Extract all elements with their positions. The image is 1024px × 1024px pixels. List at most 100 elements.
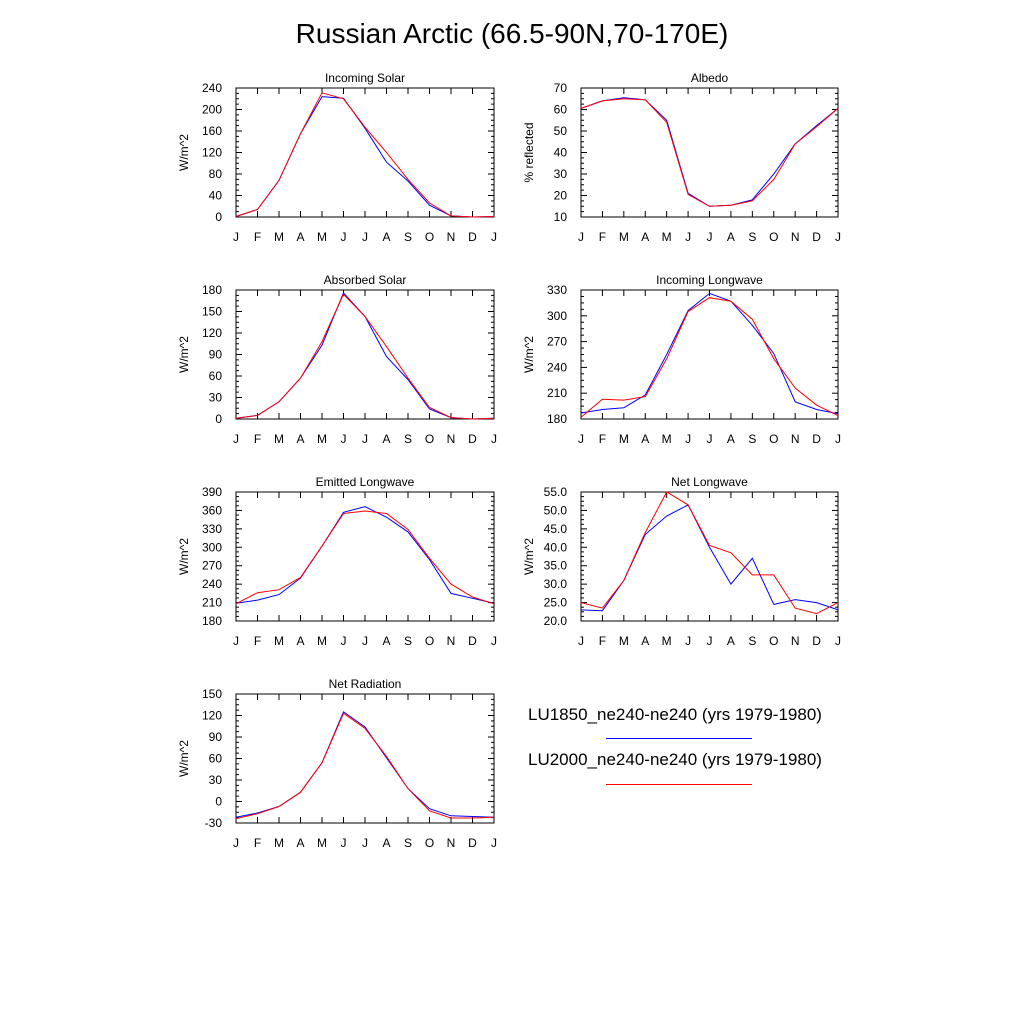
x-tick-label: J <box>233 836 239 850</box>
x-tick-label: J <box>233 634 239 648</box>
x-tick-label: M <box>274 634 284 648</box>
x-tick-label: A <box>641 230 649 244</box>
y-tick-label: 25.0 <box>544 596 568 610</box>
x-tick-label: D <box>468 836 477 850</box>
x-tick-label: J <box>491 836 497 850</box>
y-tick-label: 180 <box>547 412 567 426</box>
x-tick-label: J <box>578 432 584 446</box>
x-tick-label: N <box>791 634 800 648</box>
y-axis-label: W/m^2 <box>522 538 536 575</box>
y-tick-label: 300 <box>202 540 222 554</box>
x-tick-label: S <box>404 432 412 446</box>
y-tick-label: 30 <box>209 773 223 787</box>
y-tick-label: 240 <box>202 81 222 95</box>
x-tick-label: N <box>447 230 456 244</box>
series-line-lu1850 <box>235 711 495 818</box>
series-line-lu2000 <box>580 491 839 615</box>
y-tick-label: 360 <box>202 503 222 517</box>
x-tick-label: J <box>707 230 713 244</box>
plot-frame <box>580 87 839 218</box>
x-tick-label: A <box>382 634 390 648</box>
x-tick-label: A <box>296 230 304 244</box>
x-tick-label: J <box>835 432 841 446</box>
y-tick-label: 60 <box>554 103 568 117</box>
x-tick-label: D <box>812 432 821 446</box>
x-tick-label: O <box>425 634 434 648</box>
x-tick-label: J <box>233 230 239 244</box>
y-tick-label: 300 <box>547 309 567 323</box>
series-line-lu2000 <box>235 712 495 820</box>
x-tick-label: N <box>791 230 800 244</box>
plot-frame <box>235 87 495 218</box>
x-tick-label: A <box>641 432 649 446</box>
x-tick-label: M <box>662 634 672 648</box>
x-tick-label: J <box>491 432 497 446</box>
x-tick-label: O <box>425 230 434 244</box>
y-tick-label: 0 <box>215 412 222 426</box>
x-tick-label: F <box>599 634 606 648</box>
x-tick-label: M <box>274 230 284 244</box>
y-tick-label: 70 <box>554 81 568 95</box>
plot-frame <box>235 693 495 824</box>
y-axis-label: W/m^2 <box>177 336 191 373</box>
y-tick-label: 60 <box>209 752 223 766</box>
figure-title: Russian Arctic (66.5-90N,70-170E) <box>295 18 729 49</box>
x-tick-label: A <box>296 432 304 446</box>
x-tick-label: S <box>748 230 756 244</box>
x-tick-label: J <box>835 230 841 244</box>
x-tick-label: D <box>468 634 477 648</box>
x-tick-label: A <box>727 230 735 244</box>
x-tick-label: O <box>769 432 778 446</box>
y-axis-label: W/m^2 <box>177 538 191 575</box>
x-tick-label: F <box>599 230 606 244</box>
panel-title: Emitted Longwave <box>316 475 415 489</box>
y-tick-label: 200 <box>202 103 222 117</box>
y-tick-label: 120 <box>202 146 222 160</box>
y-tick-label: 0 <box>215 210 222 224</box>
series-line-lu2000 <box>235 510 495 605</box>
x-tick-label: S <box>404 634 412 648</box>
series-line-lu2000 <box>235 92 495 218</box>
x-tick-label: M <box>619 432 629 446</box>
legend-label-lu1850: LU1850_ne240-ne240 (yrs 1979-1980) <box>528 705 822 724</box>
y-tick-label: 40 <box>554 146 568 160</box>
x-tick-label: O <box>769 634 778 648</box>
y-tick-label: 0 <box>215 795 222 809</box>
y-tick-label: 240 <box>202 577 222 591</box>
panel-title: Absorbed Solar <box>324 273 407 287</box>
y-tick-label: 210 <box>202 596 222 610</box>
panel-6: Net Longwave W/m^2 20.0 25.0 30.0 35.0 40.0 45.… <box>522 475 841 648</box>
x-tick-label: M <box>619 230 629 244</box>
panel-title: Albedo <box>691 71 729 85</box>
x-tick-label: F <box>254 634 261 648</box>
panel-title: Incoming Solar <box>325 71 405 85</box>
y-tick-label: 30 <box>209 391 223 405</box>
series-line-lu2000 <box>580 297 839 418</box>
series-line-lu2000 <box>235 293 495 420</box>
x-tick-label: M <box>619 634 629 648</box>
x-tick-label: J <box>707 634 713 648</box>
series-line-lu1850 <box>235 506 495 604</box>
y-tick-label: 390 <box>202 485 222 499</box>
y-tick-label: 210 <box>547 386 567 400</box>
series-line-lu1850 <box>580 292 839 415</box>
y-tick-label: 90 <box>209 730 223 744</box>
y-tick-label: 40.0 <box>544 540 568 554</box>
x-tick-label: M <box>317 432 327 446</box>
x-tick-label: A <box>727 432 735 446</box>
panel-title: Incoming Longwave <box>656 273 763 287</box>
x-tick-label: O <box>425 432 434 446</box>
x-tick-label: J <box>233 432 239 446</box>
y-tick-label: 120 <box>202 326 222 340</box>
plot-frame <box>580 491 839 622</box>
x-tick-label: F <box>254 230 261 244</box>
y-tick-label: 270 <box>202 559 222 573</box>
panel-4: Incoming Longwave W/m^2 180 210 240 270 300 330… <box>522 273 841 446</box>
legend-line-lu2000 <box>606 784 752 785</box>
y-tick-label: 50.0 <box>544 503 568 517</box>
plot-frame <box>235 289 495 420</box>
y-axis-label: W/m^2 <box>177 740 191 777</box>
y-axis-label: W/m^2 <box>522 336 536 373</box>
